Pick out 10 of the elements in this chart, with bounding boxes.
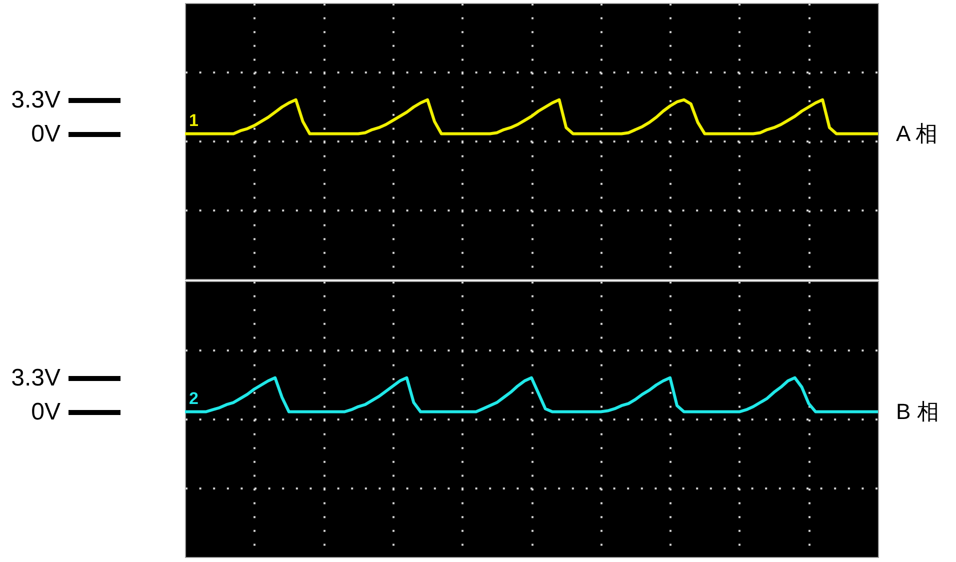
y-tick-label: 0V	[31, 398, 60, 426]
series-label: A 相	[896, 120, 938, 146]
y-tick-label: 3.3V	[11, 364, 60, 392]
annotation: 2	[189, 388, 198, 408]
y-tick-label: 3.3V	[11, 86, 60, 114]
annotation: 1	[189, 110, 198, 130]
line-series	[185, 376, 878, 414]
line-series	[185, 98, 878, 136]
series-label: B 相	[896, 398, 939, 424]
y-tick-label: 0V	[31, 120, 60, 148]
